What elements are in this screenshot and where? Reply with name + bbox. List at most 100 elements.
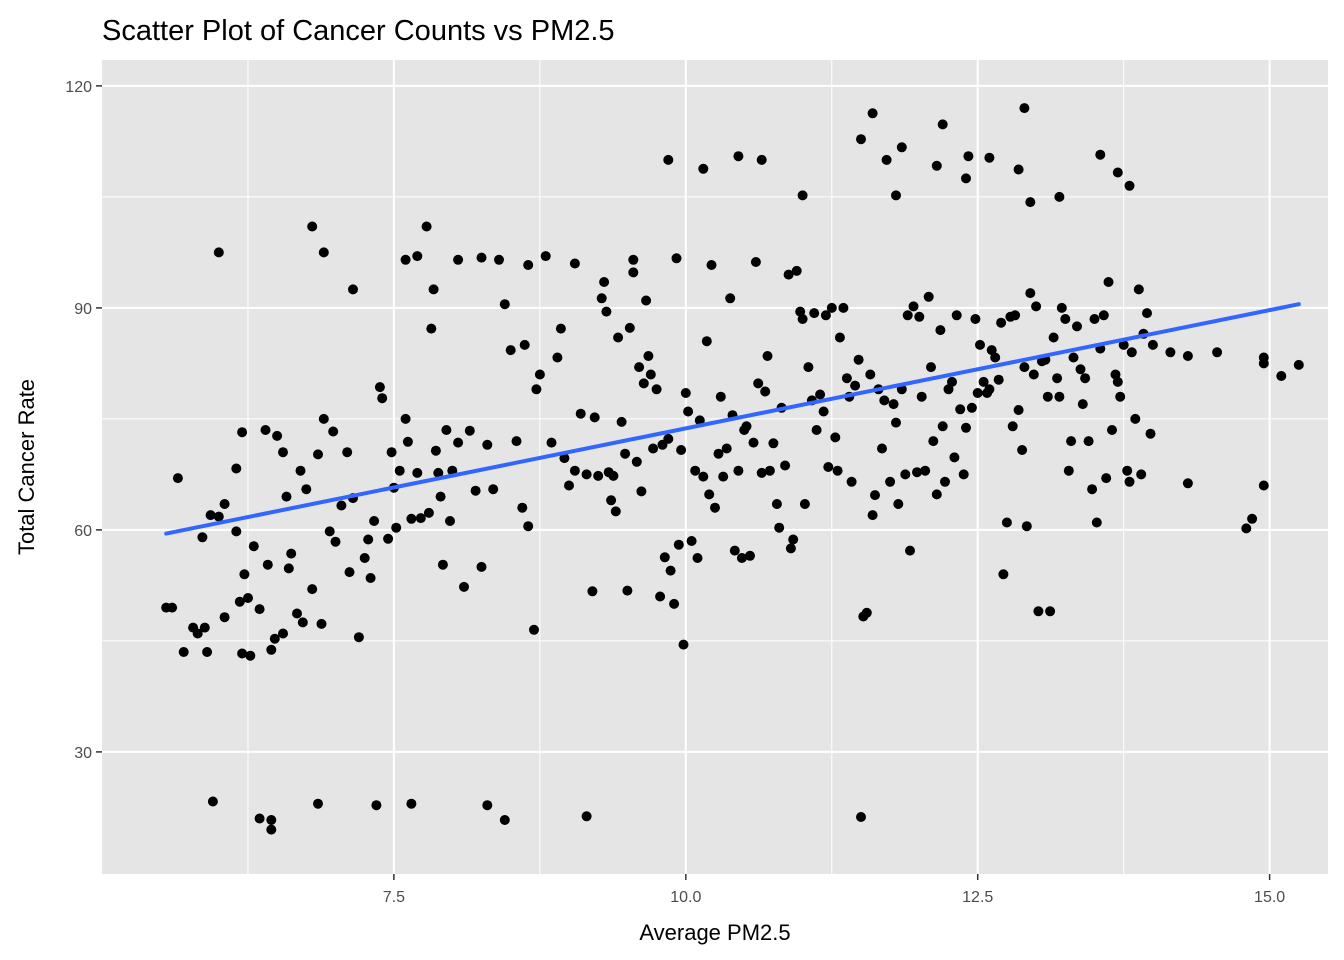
data-point bbox=[1013, 164, 1024, 175]
data-point bbox=[1066, 436, 1077, 447]
data-point bbox=[1080, 373, 1091, 384]
data-point bbox=[961, 422, 971, 433]
data-point bbox=[1107, 425, 1117, 435]
x-tick-label: 7.5 bbox=[383, 889, 405, 906]
data-point bbox=[445, 516, 455, 526]
data-point bbox=[328, 426, 339, 437]
data-point bbox=[423, 507, 434, 518]
data-point bbox=[505, 345, 516, 356]
data-point bbox=[581, 469, 592, 480]
data-point bbox=[923, 291, 934, 302]
data-point bbox=[278, 447, 288, 458]
data-point bbox=[721, 443, 732, 454]
data-point bbox=[237, 427, 248, 438]
data-point bbox=[937, 421, 948, 432]
data-point bbox=[908, 301, 919, 312]
data-point bbox=[248, 541, 259, 552]
x-axis: 7.5 10.0 12.5 15.0 bbox=[383, 874, 1285, 906]
data-point bbox=[613, 332, 624, 343]
data-point bbox=[1072, 321, 1082, 332]
data-point bbox=[482, 439, 493, 450]
data-point bbox=[1182, 351, 1193, 361]
data-point bbox=[856, 812, 866, 822]
data-point bbox=[459, 581, 469, 592]
data-point bbox=[426, 323, 437, 334]
data-point bbox=[663, 433, 674, 444]
data-point bbox=[202, 647, 213, 657]
data-point bbox=[955, 404, 966, 415]
data-point bbox=[437, 559, 448, 570]
data-point bbox=[636, 486, 647, 497]
data-point bbox=[686, 536, 697, 546]
data-point bbox=[690, 465, 701, 476]
data-point bbox=[820, 310, 831, 321]
data-point bbox=[799, 499, 810, 509]
data-point bbox=[272, 430, 283, 441]
data-point bbox=[986, 345, 997, 356]
data-point bbox=[865, 369, 876, 380]
data-point bbox=[301, 484, 312, 495]
data-point bbox=[336, 500, 347, 511]
data-point bbox=[575, 408, 586, 419]
data-point bbox=[885, 476, 896, 487]
data-point bbox=[1021, 521, 1032, 532]
data-point bbox=[756, 467, 767, 478]
data-point bbox=[1031, 301, 1042, 312]
data-point bbox=[1241, 523, 1252, 534]
data-point bbox=[916, 391, 927, 402]
data-point bbox=[931, 489, 942, 500]
data-point bbox=[920, 465, 931, 476]
data-point bbox=[494, 254, 504, 265]
data-point bbox=[1068, 352, 1079, 363]
data-point bbox=[1118, 339, 1129, 350]
data-point bbox=[555, 323, 566, 334]
data-point bbox=[1091, 517, 1102, 528]
data-point bbox=[283, 563, 294, 574]
data-point bbox=[254, 604, 265, 615]
data-point bbox=[1089, 314, 1100, 324]
data-point bbox=[482, 800, 493, 811]
data-point bbox=[316, 618, 327, 629]
data-point bbox=[569, 258, 580, 269]
data-point bbox=[963, 151, 974, 162]
data-point bbox=[683, 406, 694, 417]
data-point bbox=[966, 402, 977, 413]
data-point bbox=[406, 513, 417, 524]
data-point bbox=[353, 632, 364, 643]
data-point bbox=[783, 269, 794, 280]
data-point bbox=[213, 247, 224, 258]
data-point bbox=[610, 506, 621, 517]
data-point bbox=[809, 308, 820, 319]
data-point bbox=[733, 465, 744, 476]
data-point bbox=[307, 221, 318, 232]
data-point bbox=[1087, 484, 1098, 495]
data-point bbox=[970, 314, 981, 324]
data-point bbox=[529, 624, 539, 635]
data-point bbox=[861, 607, 872, 618]
data-point bbox=[803, 362, 814, 373]
data-point bbox=[262, 559, 273, 570]
data-point bbox=[318, 413, 329, 424]
data-point bbox=[733, 151, 744, 162]
data-point bbox=[990, 352, 1001, 363]
data-point bbox=[517, 502, 528, 513]
data-point bbox=[394, 465, 405, 476]
data-point bbox=[692, 553, 703, 563]
data-point bbox=[669, 598, 680, 609]
data-point bbox=[540, 251, 551, 262]
data-point bbox=[678, 639, 689, 650]
data-point bbox=[1103, 277, 1114, 287]
data-point bbox=[606, 495, 617, 506]
data-point bbox=[433, 467, 444, 478]
data-point bbox=[830, 432, 841, 443]
data-point bbox=[412, 251, 423, 262]
data-point bbox=[415, 513, 426, 524]
data-point bbox=[559, 453, 570, 464]
x-tick-label: 10.0 bbox=[670, 889, 701, 906]
data-point bbox=[620, 448, 631, 459]
data-point bbox=[1126, 347, 1137, 358]
data-point bbox=[1142, 308, 1152, 319]
data-point bbox=[243, 593, 253, 603]
data-point bbox=[589, 412, 600, 423]
data-point bbox=[435, 491, 446, 502]
